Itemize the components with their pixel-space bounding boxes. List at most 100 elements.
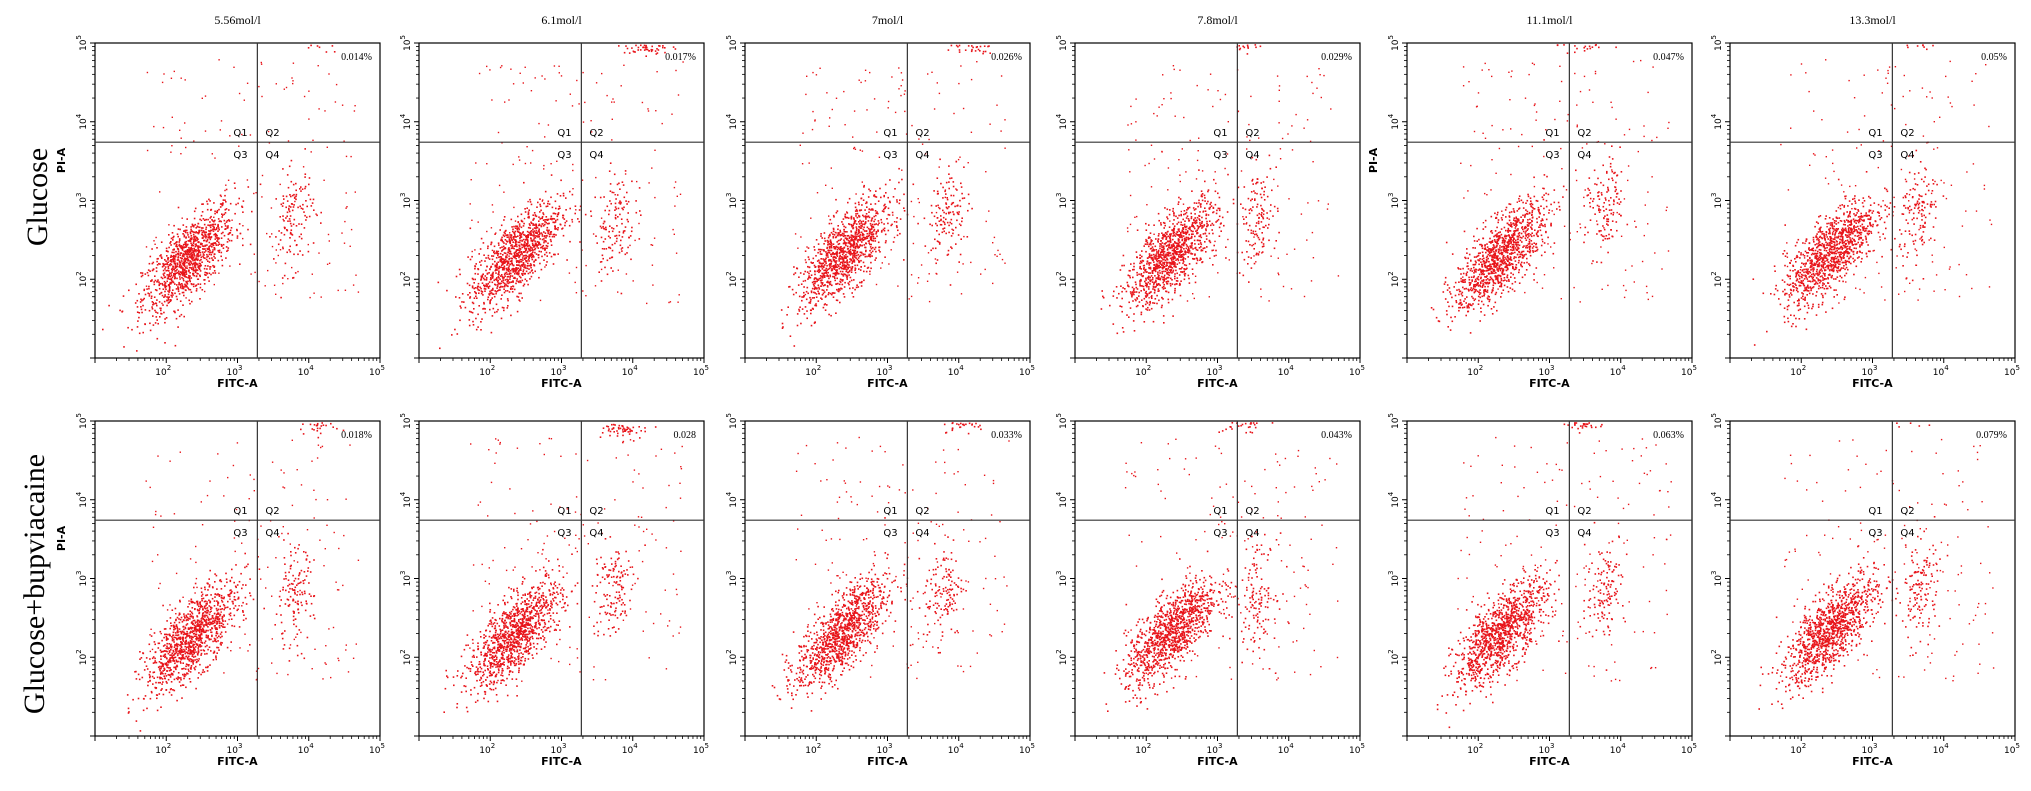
data-point-q3 bbox=[511, 288, 514, 290]
data-point-q3 bbox=[822, 306, 825, 309]
data-point-q3 bbox=[1172, 271, 1174, 273]
data-point-q3 bbox=[189, 248, 191, 250]
data-point-q3 bbox=[830, 262, 832, 265]
data-point-q3 bbox=[1133, 330, 1136, 332]
data-point-sparse bbox=[152, 269, 154, 271]
data-point-q3 bbox=[535, 224, 537, 226]
data-point-q3 bbox=[829, 292, 832, 295]
data-point-q3 bbox=[164, 259, 166, 261]
data-point-q3 bbox=[1151, 297, 1153, 299]
data-point-q3 bbox=[189, 264, 191, 266]
data-point-q4 bbox=[614, 206, 617, 208]
data-point-q3 bbox=[190, 238, 192, 240]
data-point-q3 bbox=[195, 255, 198, 257]
data-point-q3 bbox=[213, 270, 216, 272]
data-point-q3 bbox=[839, 261, 842, 264]
data-point-q3 bbox=[178, 241, 180, 243]
data-point-q3 bbox=[221, 244, 223, 247]
data-point-q3 bbox=[868, 253, 871, 256]
data-point-q3 bbox=[1172, 235, 1174, 237]
data-point-q3 bbox=[524, 266, 526, 269]
data-point-q3 bbox=[204, 248, 206, 250]
data-point-q3 bbox=[193, 274, 196, 277]
data-point-q3 bbox=[818, 271, 820, 274]
data-point-q3 bbox=[898, 181, 900, 184]
data-point-q3 bbox=[136, 326, 139, 328]
data-point-sparse bbox=[343, 140, 345, 142]
data-point-q3 bbox=[845, 216, 847, 219]
data-point-q3 bbox=[144, 273, 147, 275]
data-point-q3 bbox=[828, 222, 831, 225]
data-point-q3 bbox=[121, 311, 123, 313]
data-point-q3 bbox=[855, 229, 858, 232]
data-point-q3 bbox=[516, 254, 518, 257]
data-point-q4 bbox=[627, 212, 629, 214]
data-point-q3 bbox=[199, 270, 202, 272]
data-point-q3 bbox=[494, 290, 496, 292]
data-point-sparse bbox=[641, 101, 644, 104]
data-point-q3 bbox=[520, 281, 522, 284]
data-point-q3 bbox=[509, 241, 511, 243]
data-point-q3 bbox=[875, 233, 877, 235]
data-point-q3 bbox=[135, 283, 137, 286]
data-point-q3 bbox=[216, 211, 218, 214]
data-point-q3 bbox=[484, 285, 486, 287]
data-point-sparse bbox=[996, 104, 998, 106]
data-point-sparse bbox=[869, 273, 871, 275]
data-point-q3 bbox=[192, 251, 194, 254]
data-point-q3 bbox=[848, 223, 851, 226]
data-point-q3 bbox=[558, 205, 561, 208]
data-point-q3 bbox=[1195, 248, 1198, 251]
data-point-q3 bbox=[1147, 281, 1150, 284]
data-point-q3 bbox=[520, 236, 523, 238]
data-point-q3 bbox=[1161, 270, 1163, 273]
data-point-q3 bbox=[1178, 234, 1181, 236]
data-point-q3 bbox=[510, 272, 512, 275]
data-point-q3 bbox=[530, 253, 532, 255]
data-point-q3 bbox=[188, 288, 190, 291]
data-point-q3 bbox=[571, 193, 574, 196]
data-point-q3 bbox=[531, 240, 534, 243]
data-point-q4 bbox=[616, 237, 618, 240]
data-point-q3 bbox=[899, 218, 902, 220]
data-point-q3 bbox=[207, 236, 209, 239]
data-point-q4 bbox=[302, 203, 304, 206]
data-point-q3 bbox=[1209, 206, 1211, 209]
data-point-q3 bbox=[860, 259, 862, 262]
data-point-q3 bbox=[1179, 241, 1181, 244]
data-point-q3 bbox=[544, 247, 546, 249]
data-point-q3 bbox=[547, 232, 549, 235]
data-point-q3 bbox=[200, 227, 203, 229]
data-point-q3 bbox=[195, 237, 198, 239]
data-point-q3 bbox=[220, 243, 223, 246]
data-point-q3 bbox=[799, 306, 801, 308]
data-point-q3 bbox=[1207, 190, 1209, 193]
data-point-q3 bbox=[170, 261, 173, 263]
data-point-q3 bbox=[170, 254, 172, 257]
data-point-q3 bbox=[164, 266, 167, 268]
data-point-sparse bbox=[994, 254, 996, 256]
data-point-q3 bbox=[487, 245, 489, 248]
data-point-q3 bbox=[203, 239, 206, 242]
data-point-q2 bbox=[958, 51, 961, 53]
data-point-q3 bbox=[860, 252, 863, 254]
data-point-q3 bbox=[500, 317, 503, 320]
data-point-q3 bbox=[141, 272, 144, 274]
data-point-q3 bbox=[191, 224, 194, 227]
data-point-q3 bbox=[823, 276, 826, 278]
data-point-q3 bbox=[514, 273, 516, 275]
data-point-q3 bbox=[1188, 248, 1190, 250]
data-point-q3 bbox=[849, 258, 852, 261]
data-point-q3 bbox=[860, 220, 863, 223]
data-point-q3 bbox=[851, 269, 853, 271]
data-point-q3 bbox=[191, 254, 194, 257]
data-point-q3 bbox=[152, 261, 155, 264]
data-point-q3 bbox=[844, 273, 847, 276]
data-point-q3 bbox=[488, 293, 490, 295]
data-point-q3 bbox=[459, 305, 462, 307]
data-point-q3 bbox=[551, 206, 554, 209]
data-point-q3 bbox=[485, 283, 488, 285]
data-point-q3 bbox=[180, 246, 183, 249]
data-point-q3 bbox=[841, 261, 844, 263]
data-point-q3 bbox=[865, 235, 868, 238]
